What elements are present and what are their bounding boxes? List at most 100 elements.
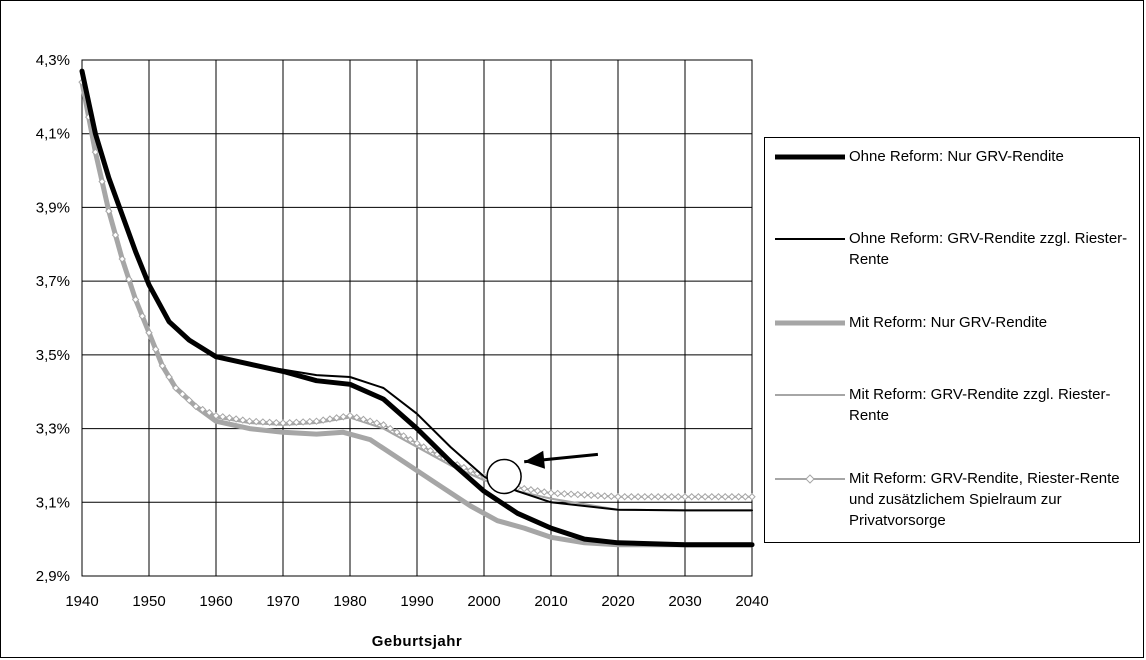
y-tick-3: 3,5% — [36, 347, 70, 364]
series-5-marker-2012 — [560, 490, 569, 498]
series-5-marker-2009 — [540, 488, 549, 496]
series-5-marker-2024 — [641, 493, 649, 501]
series-5-marker-1991 — [419, 443, 428, 451]
legend-item-5: Mit Reform: GRV-Rendite, Riester-Rente u… — [773, 468, 1133, 531]
legend-swatch-graphic-3 — [775, 320, 845, 326]
series-5-marker-2040 — [748, 493, 756, 501]
series-5-marker-2010 — [547, 489, 555, 497]
series-5-marker-1984 — [373, 419, 381, 427]
series-5-marker-1989 — [406, 435, 415, 444]
y-tick-7: 4,3% — [36, 52, 70, 69]
y-tick-5: 3,9% — [36, 199, 70, 216]
series-5-marker-1969 — [272, 418, 281, 427]
series-5-marker-1986 — [386, 424, 394, 433]
series-5-marker-2034 — [708, 493, 716, 501]
series-line-2 — [81, 70, 753, 512]
series-5-marker-1968 — [265, 418, 274, 427]
series-5-marker-2006 — [520, 484, 528, 493]
series-5-marker-1977 — [326, 415, 334, 423]
series-5-marker-1973 — [299, 418, 307, 426]
series-5-marker-2016 — [587, 491, 595, 499]
y-tick-4: 3,7% — [36, 273, 70, 290]
series-5-marker-1987 — [393, 428, 401, 436]
series-5-marker-1956 — [185, 396, 193, 405]
legend-label-1: Ohne Reform: Nur GRV-Rendite — [849, 148, 1064, 165]
series-5-marker-1959 — [205, 408, 214, 417]
series-5-marker-1944 — [105, 207, 113, 215]
series-5-marker-2022 — [627, 493, 636, 501]
x-tick-labels: 1940 1950 1960 1970 1980 1990 2000 2010 2020 2030… — [65, 593, 768, 610]
series-5-marker-2023 — [634, 493, 642, 501]
series-5-marker-1948 — [131, 295, 140, 304]
x-tick-1980: 1980 — [333, 593, 366, 610]
series-5-marker-1946 — [118, 255, 126, 263]
series-5-marker-2007 — [527, 486, 535, 494]
series-5-marker-2035 — [714, 493, 723, 501]
series-5-marker-1961 — [218, 413, 227, 421]
legend-label-4: Mit Reform: GRV-Rendite zzgl. Riester-Re… — [849, 386, 1111, 424]
series-5-marker-2036 — [721, 493, 729, 501]
series-5-marker-2013 — [567, 490, 575, 498]
y-tick-1: 3,1% — [36, 494, 70, 511]
series-5-marker-1951 — [151, 345, 160, 354]
series-5-marker-2030 — [681, 493, 689, 501]
series-5-marker-1955 — [178, 390, 187, 398]
legend: Ohne Reform: Nur GRV-Rendite Ohne Reform… — [764, 137, 1140, 543]
grid — [81, 59, 753, 577]
legend-swatch-5 — [773, 468, 847, 488]
x-tick-1990: 1990 — [400, 593, 433, 610]
series-5-marker-2008 — [533, 487, 542, 495]
legend-swatch-graphic-5 — [775, 474, 845, 484]
series-5-marker-2015 — [580, 491, 589, 499]
x-axis-label: Geburtsjahr — [372, 633, 463, 650]
series-5-marker-1980 — [346, 411, 354, 420]
y-tick-6: 4,1% — [36, 126, 70, 143]
series-5-marker-2033 — [701, 493, 709, 501]
plot-area-border — [81, 59, 753, 577]
series-5-marker-1970 — [279, 419, 287, 427]
series-lines — [78, 68, 756, 548]
legend-label-2: Ohne Reform: GRV-Rendite zzgl. Riester-R… — [849, 230, 1128, 268]
annotation-arrow-head — [524, 450, 545, 469]
legend-swatch-4 — [773, 384, 847, 404]
series-5-marker-1985 — [379, 421, 388, 429]
series-5-marker-2017 — [594, 491, 602, 500]
series-5-marker-2038 — [734, 493, 743, 501]
series-5-marker-1947 — [125, 275, 133, 284]
x-tick-1940: 1940 — [65, 593, 98, 610]
series-5-marker-1976 — [319, 416, 327, 424]
series-5-marker-1966 — [252, 417, 260, 426]
x-tick-1950: 1950 — [132, 593, 165, 610]
series-5-marker-2028 — [667, 493, 676, 501]
series-5-marker-1954 — [172, 384, 180, 392]
series-5-marker-1983 — [366, 417, 374, 425]
series-5-marker-1975 — [312, 417, 321, 425]
series-5-marker-2037 — [728, 493, 736, 501]
series-5-marker-1958 — [198, 405, 207, 414]
y-tick-2: 3,3% — [36, 421, 70, 438]
series-5-marker-1952 — [158, 362, 167, 370]
series-5-marker-1981 — [352, 413, 361, 422]
series-5-marker-2018 — [600, 492, 609, 500]
series-5-marker-2011 — [553, 489, 562, 498]
legend-item-1: Ohne Reform: Nur GRV-Rendite — [773, 146, 1133, 167]
legend-label-5: Mit Reform: GRV-Rendite, Riester-Rente u… — [849, 470, 1120, 529]
series-5-marker-1943 — [98, 177, 106, 186]
x-tick-1960: 1960 — [199, 593, 232, 610]
series-5-marker-2027 — [661, 493, 669, 501]
series-5-marker-1965 — [245, 417, 254, 425]
series-5-marker-1949 — [138, 312, 147, 320]
series-5-marker-2029 — [674, 493, 683, 501]
legend-item-4: Mit Reform: GRV-Rendite zzgl. Riester-Re… — [773, 384, 1133, 426]
series-5-marker-1974 — [306, 417, 314, 426]
series-5-marker-2039 — [741, 493, 750, 501]
y-tick-labels: 2,9% 3,1% 3,3% 3,5% 3,7% 3,9% 4,1% 4,3% — [36, 52, 70, 585]
series-5-marker-1964 — [239, 416, 247, 424]
series-5-marker-1967 — [259, 418, 267, 426]
series-5-marker-2031 — [687, 493, 696, 501]
series-5-marker-1963 — [232, 415, 240, 423]
series-5-marker-1942 — [91, 148, 100, 156]
legend-swatch-graphic-1 — [775, 154, 845, 160]
series-5-marker-1971 — [285, 418, 294, 427]
